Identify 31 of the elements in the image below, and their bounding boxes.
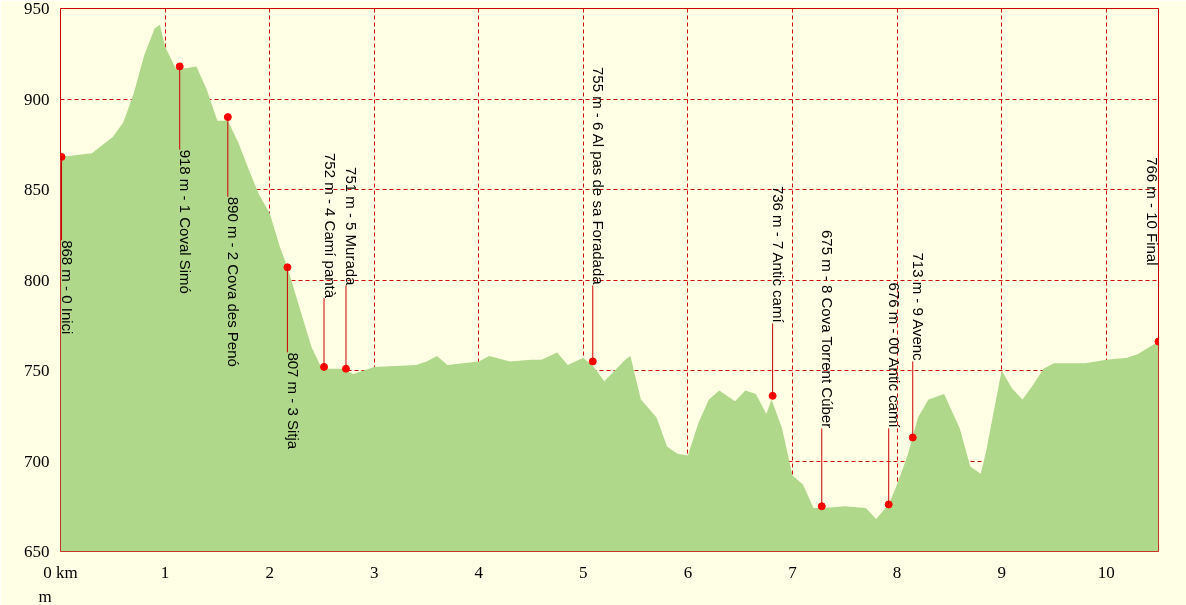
annotation: 736 m - 7 Antic camí [770, 185, 788, 324]
annotation: 752 m - 4 Camí pantà [321, 153, 339, 299]
x-tick-label: 5 [579, 562, 588, 582]
x-tick-label: 4 [474, 562, 484, 582]
annotation: 676 m - 00 Antic camí [886, 282, 904, 429]
y-tick-label: 950 [24, 0, 50, 18]
x-tick-label: 7 [788, 562, 798, 582]
y-axis-title: m [38, 586, 52, 605]
y-tick-label: 700 [24, 451, 50, 471]
annotation: 890 m - 2 Cova des Penó [225, 196, 243, 367]
x-tick-label: 3 [369, 562, 379, 582]
x-tick-label: 1 [160, 562, 170, 582]
x-tick-label: 0 km [43, 562, 78, 582]
y-tick-label: 900 [24, 89, 50, 109]
y-tick-label: 650 [24, 542, 50, 561]
annotation: 918 m - 1 Coval Simó [177, 149, 195, 294]
y-tick-label: 750 [24, 361, 50, 380]
x-tick-label: 8 [892, 562, 902, 582]
x-tick-label: 6 [683, 562, 693, 582]
y-tick-label: 850 [24, 180, 50, 199]
annotation: 807 m - 3 Sitja [284, 352, 302, 450]
annotation: 868 m - 0 Inici [59, 240, 77, 335]
x-tick-label: 2 [265, 562, 274, 582]
annotation: 675 m - 8 Cova Torrent Cúber [819, 230, 837, 429]
y-tick-label: 800 [24, 270, 50, 290]
annotation: 713 m - 9 Avenc [910, 252, 928, 362]
annotation: 755 m - 6 Al pas de sa Foradada [590, 66, 608, 286]
annotation: 751 m - 5 Murada [343, 167, 361, 287]
x-tick-label: 9 [997, 562, 1006, 582]
x-tick-label: 10 [1097, 562, 1115, 582]
annotation: 766 m - 10 Final [1144, 157, 1161, 266]
